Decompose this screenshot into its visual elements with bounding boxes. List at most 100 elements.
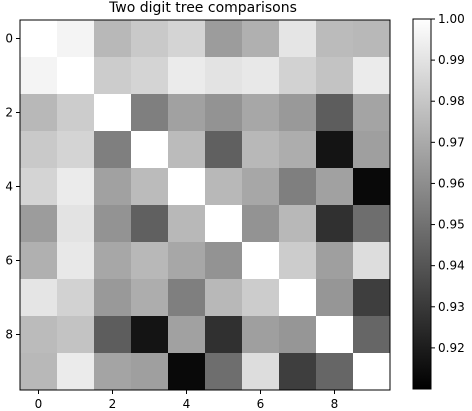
heatmap-cell xyxy=(353,353,391,391)
heatmap-cell xyxy=(316,131,354,169)
heatmap-cell xyxy=(242,279,280,317)
heatmap-cell xyxy=(242,168,280,206)
heatmap-cell xyxy=(279,168,317,206)
colorbar-tick-label: 0.93 xyxy=(438,300,465,314)
heatmap-cell xyxy=(168,20,206,58)
heatmap-cell xyxy=(316,20,354,58)
heatmap-cell xyxy=(353,94,391,132)
heatmap-cell xyxy=(57,94,95,132)
heatmap-cell xyxy=(242,131,280,169)
heatmap-cell xyxy=(168,57,206,95)
x-axis-ticks: 0 2 4 6 8 xyxy=(35,390,339,411)
heatmap-cell xyxy=(279,353,317,391)
heatmap-cell xyxy=(353,205,391,243)
heatmap-cell xyxy=(316,316,354,354)
y-tick-label: 8 xyxy=(5,328,13,342)
heatmap-cell xyxy=(242,316,280,354)
heatmap-cell xyxy=(279,94,317,132)
heatmap-cell xyxy=(57,205,95,243)
y-tick-label: 0 xyxy=(5,32,13,46)
heatmap-cell xyxy=(20,242,58,280)
heatmap-cell xyxy=(279,279,317,317)
heatmap-cell xyxy=(353,168,391,206)
heatmap-cell xyxy=(205,20,243,58)
heatmap-cell xyxy=(94,279,132,317)
heatmap-cell xyxy=(94,94,132,132)
heatmap-cell xyxy=(205,57,243,95)
heatmap-cell xyxy=(168,353,206,391)
heatmap-cell xyxy=(131,168,169,206)
heatmap-cell xyxy=(57,353,95,391)
heatmap-cell xyxy=(205,168,243,206)
plot-frame xyxy=(19,19,391,391)
colorbar-ticks: 0.92 0.93 0.94 0.95 0.96 0.97 0.98 0.99 1.00 xyxy=(431,12,465,355)
heatmap-cell xyxy=(57,57,95,95)
y-tick-label: 6 xyxy=(5,254,13,268)
heatmap-cell xyxy=(94,131,132,169)
heatmap-cell xyxy=(205,131,243,169)
heatmap-cell xyxy=(242,94,280,132)
heatmap-cell xyxy=(242,242,280,280)
heatmap-cell xyxy=(279,20,317,58)
heatmap-cell xyxy=(316,242,354,280)
heatmap-cell xyxy=(205,94,243,132)
y-tick-label: 4 xyxy=(5,180,13,194)
heatmap-cell xyxy=(205,353,243,391)
colorbar-tick-label: 0.94 xyxy=(438,259,465,273)
heatmap-cell xyxy=(131,316,169,354)
colorbar-tick-label: 0.98 xyxy=(438,94,465,108)
heatmap-cell xyxy=(316,205,354,243)
heatmap-cell xyxy=(20,279,58,317)
colorbar-tick-label: 0.92 xyxy=(438,341,465,355)
heatmap-cell xyxy=(20,316,58,354)
heatmap-cell xyxy=(353,57,391,95)
heatmap-cell xyxy=(94,205,132,243)
heatmap-cell xyxy=(131,94,169,132)
heatmap-cell xyxy=(131,20,169,58)
x-tick-label: 6 xyxy=(257,397,265,411)
heatmap-cell xyxy=(131,57,169,95)
heatmap-cell xyxy=(316,94,354,132)
colorbar-tick-label: 0.99 xyxy=(438,53,465,67)
heatmap-cell xyxy=(168,279,206,317)
heatmap-cell xyxy=(94,168,132,206)
heatmap-cell xyxy=(316,353,354,391)
x-tick-label: 0 xyxy=(35,397,43,411)
heatmap-cell xyxy=(131,279,169,317)
heatmap-cell xyxy=(94,316,132,354)
heatmap-cell xyxy=(316,279,354,317)
heatmap-cell xyxy=(20,57,58,95)
heatmap-cell xyxy=(316,168,354,206)
colorbar-tick-label: 0.96 xyxy=(438,176,465,190)
heatmap-cell xyxy=(279,316,317,354)
x-tick-label: 2 xyxy=(109,397,117,411)
colorbar-tick-label: 1.00 xyxy=(438,12,465,26)
heatmap-cells xyxy=(20,20,391,391)
heatmap-cell xyxy=(242,20,280,58)
colorbar-tick-label: 0.95 xyxy=(438,218,465,232)
heatmap-cell xyxy=(20,94,58,132)
heatmap-cell xyxy=(57,20,95,58)
heatmap-cell xyxy=(205,242,243,280)
heatmap-cell xyxy=(20,205,58,243)
heatmap-cell xyxy=(168,316,206,354)
heatmap-cell xyxy=(205,279,243,317)
heatmap-cell xyxy=(353,242,391,280)
heatmap-cell xyxy=(94,20,132,58)
heatmap-cell xyxy=(168,168,206,206)
x-tick-label: 8 xyxy=(331,397,339,411)
heatmap-cell xyxy=(131,205,169,243)
heatmap-cell xyxy=(57,131,95,169)
chart-title: Two digit tree comparisons xyxy=(108,0,297,16)
heatmap-cell xyxy=(279,57,317,95)
heatmap-cell xyxy=(57,279,95,317)
heatmap-cell xyxy=(131,242,169,280)
heatmap-cell xyxy=(131,353,169,391)
heatmap-cell xyxy=(242,57,280,95)
colorbar-tick-label: 0.97 xyxy=(438,135,465,149)
heatmap-cell xyxy=(353,20,391,58)
heatmap-cell xyxy=(57,242,95,280)
heatmap-cell xyxy=(94,242,132,280)
colorbar xyxy=(412,18,432,390)
